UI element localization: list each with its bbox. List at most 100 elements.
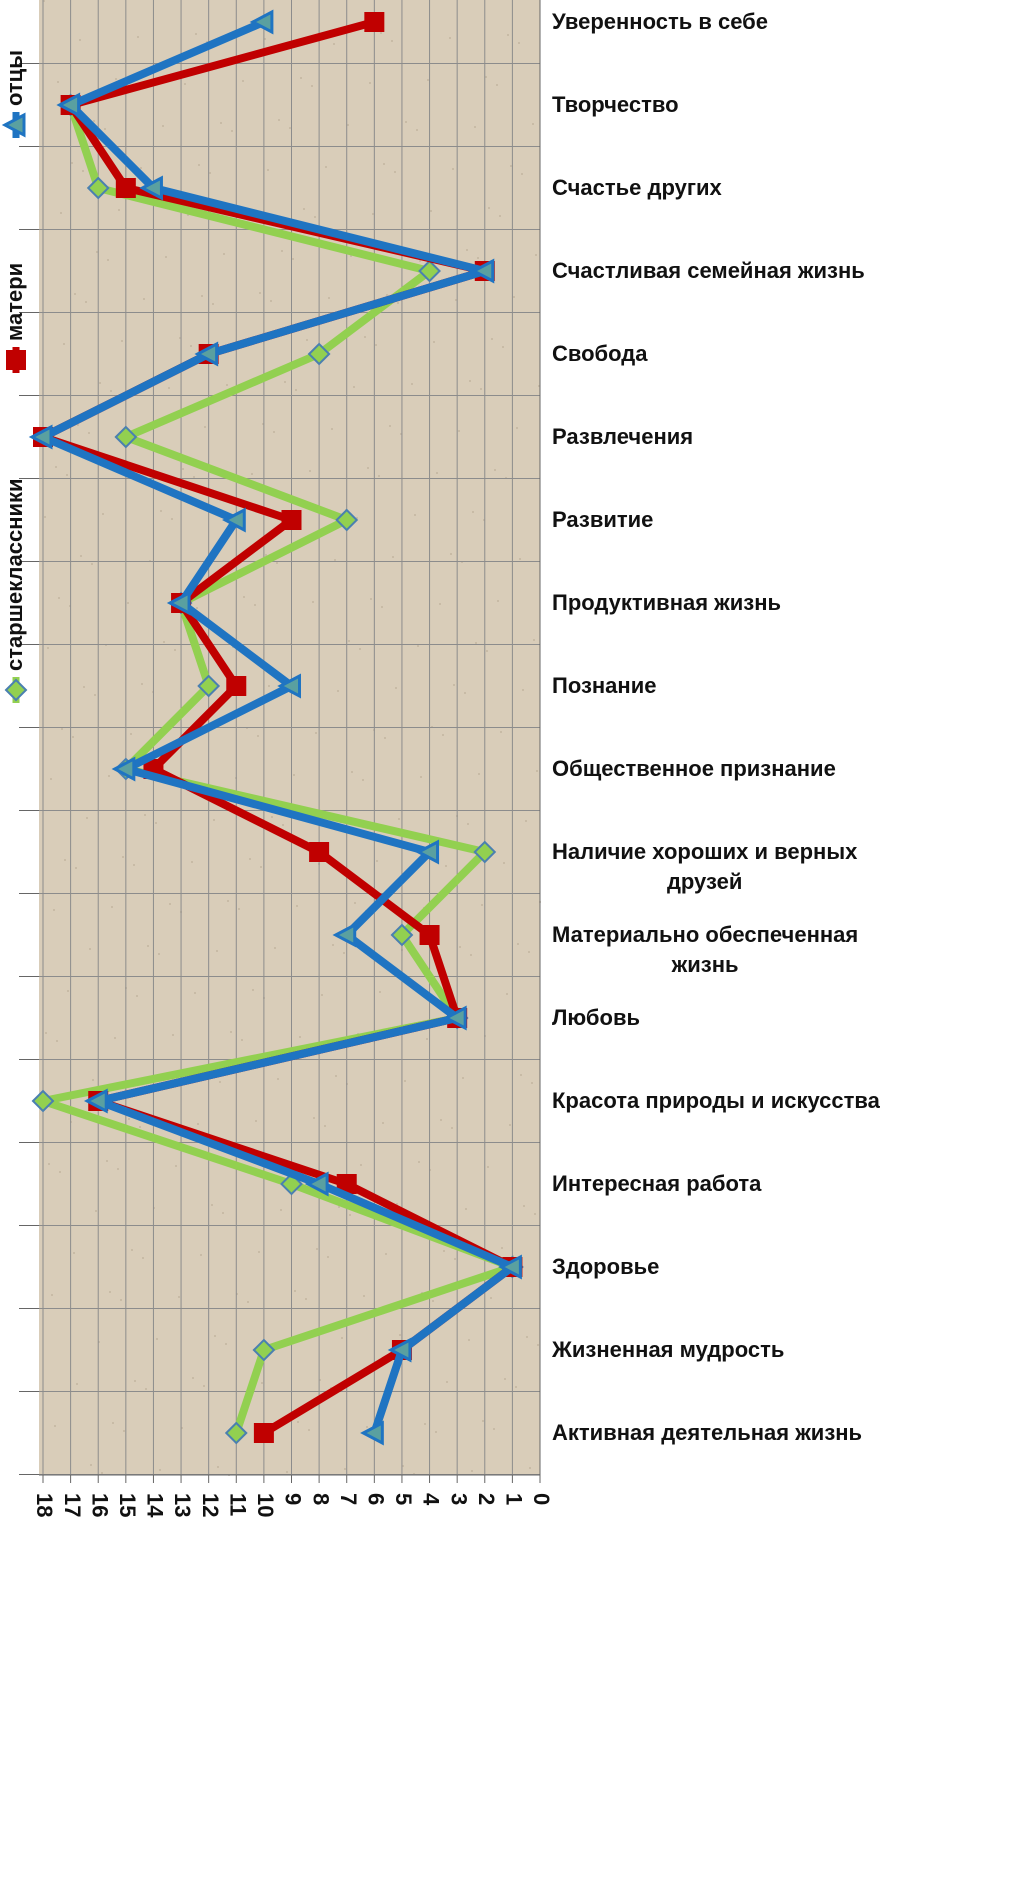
x-tick-label: 13 xyxy=(170,1493,195,1517)
marker xyxy=(335,508,359,532)
texture xyxy=(147,945,149,947)
texture xyxy=(112,1422,114,1424)
texture xyxy=(289,127,291,129)
texture xyxy=(63,343,65,345)
texture xyxy=(156,1338,158,1340)
texture xyxy=(389,425,391,427)
texture xyxy=(61,728,63,730)
texture xyxy=(82,170,84,172)
texture xyxy=(203,1385,205,1387)
texture xyxy=(404,1080,406,1082)
texture xyxy=(343,952,345,954)
texture xyxy=(432,1300,434,1302)
texture xyxy=(212,303,214,305)
marker xyxy=(307,342,331,366)
texture xyxy=(458,430,460,432)
texture xyxy=(225,1343,227,1345)
texture xyxy=(494,469,496,471)
texture xyxy=(532,123,534,125)
legend-item: отцы xyxy=(1,50,27,138)
texture xyxy=(222,1212,224,1214)
texture xyxy=(175,1165,177,1167)
texture xyxy=(273,431,275,433)
x-tick-label: 17 xyxy=(60,1493,85,1517)
texture xyxy=(197,1123,199,1125)
texture xyxy=(369,82,371,84)
texture xyxy=(366,1426,368,1428)
texture xyxy=(420,776,422,778)
texture xyxy=(184,83,186,85)
category-label: Любовь xyxy=(552,1005,641,1030)
category-label: Продуктивная жизнь xyxy=(552,590,782,615)
texture xyxy=(102,513,104,515)
texture xyxy=(45,1032,47,1034)
texture xyxy=(416,129,418,131)
texture xyxy=(76,1383,78,1385)
texture xyxy=(450,553,452,555)
texture xyxy=(364,336,366,338)
texture xyxy=(474,126,476,128)
texture xyxy=(99,382,101,384)
texture xyxy=(133,864,135,866)
texture xyxy=(231,130,233,132)
texture xyxy=(206,41,208,43)
texture xyxy=(271,816,273,818)
texture xyxy=(168,387,170,389)
texture xyxy=(486,650,488,652)
texture xyxy=(338,1206,340,1208)
texture xyxy=(88,432,90,434)
texture xyxy=(391,40,393,42)
texture xyxy=(43,0,45,2)
texture xyxy=(96,251,98,253)
texture xyxy=(276,562,278,564)
texture xyxy=(354,902,356,904)
texture xyxy=(249,858,251,860)
texture xyxy=(344,1468,346,1470)
texture xyxy=(214,1335,216,1337)
texture xyxy=(443,1250,445,1252)
texture xyxy=(478,773,480,775)
texture xyxy=(162,125,164,127)
texture xyxy=(519,558,521,560)
x-tick-label: 14 xyxy=(143,1493,168,1518)
texture xyxy=(55,466,57,468)
marker xyxy=(419,925,440,945)
texture xyxy=(427,79,429,81)
texture xyxy=(109,1291,111,1293)
texture xyxy=(506,993,508,995)
texture xyxy=(257,735,259,737)
texture xyxy=(142,1257,144,1259)
texture xyxy=(117,1168,119,1170)
texture xyxy=(134,1380,136,1382)
texture xyxy=(528,951,530,953)
texture xyxy=(191,861,193,863)
texture xyxy=(121,340,123,342)
texture xyxy=(220,122,222,124)
marker xyxy=(418,259,441,283)
texture xyxy=(471,1470,473,1472)
texture xyxy=(267,169,269,171)
texture xyxy=(141,683,143,685)
texture xyxy=(464,692,466,694)
marker xyxy=(115,178,136,198)
texture xyxy=(396,1203,398,1205)
texture xyxy=(446,1381,448,1383)
texture xyxy=(300,77,302,79)
texture xyxy=(280,1209,282,1211)
marker xyxy=(222,507,246,533)
texture xyxy=(375,344,377,346)
texture xyxy=(53,909,55,911)
texture xyxy=(493,1428,495,1430)
texture xyxy=(537,1344,539,1346)
texture xyxy=(500,731,502,733)
texture xyxy=(47,647,49,649)
texture xyxy=(454,1258,456,1260)
texture xyxy=(69,605,71,607)
marker xyxy=(387,1337,412,1363)
marker xyxy=(364,12,385,32)
texture xyxy=(376,860,378,862)
texture xyxy=(314,216,316,218)
x-tick-label: 10 xyxy=(253,1493,278,1517)
texture xyxy=(359,648,361,650)
